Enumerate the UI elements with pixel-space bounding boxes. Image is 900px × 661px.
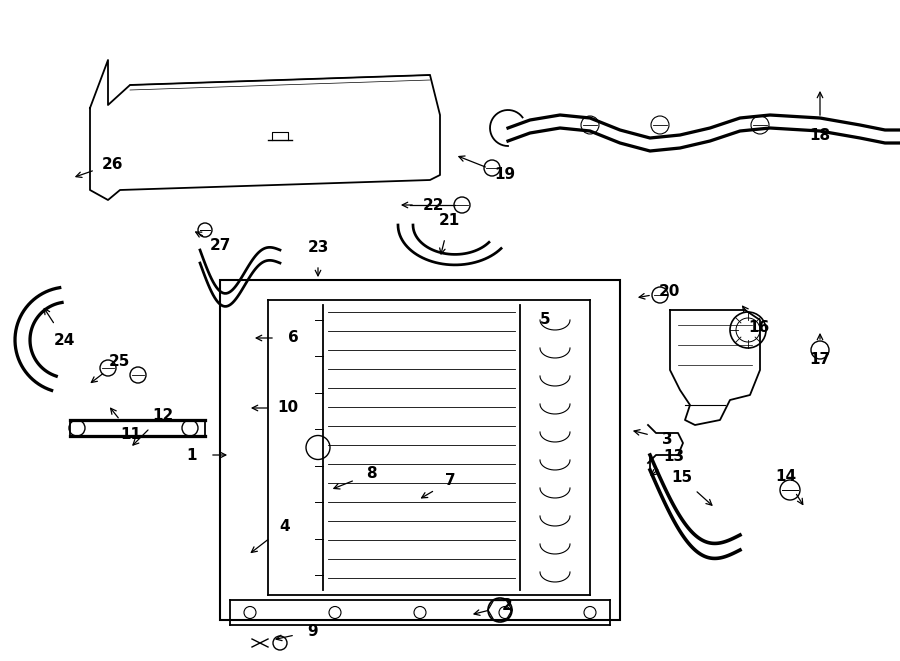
Text: 25: 25 — [109, 354, 130, 369]
Text: 3: 3 — [662, 432, 673, 447]
Text: 22: 22 — [422, 198, 444, 212]
Text: 8: 8 — [366, 466, 377, 481]
Text: 5: 5 — [540, 313, 550, 327]
Text: 20: 20 — [659, 284, 680, 299]
Text: 15: 15 — [671, 471, 692, 485]
Text: 13: 13 — [663, 449, 684, 464]
Text: 2: 2 — [502, 598, 513, 613]
Text: 9: 9 — [307, 624, 318, 639]
Text: 10: 10 — [277, 401, 299, 416]
Text: 7: 7 — [446, 473, 455, 488]
Text: 18: 18 — [809, 128, 831, 143]
Text: 21: 21 — [438, 213, 460, 228]
Bar — [220, 280, 620, 620]
Text: 19: 19 — [494, 167, 516, 182]
Text: 4: 4 — [279, 520, 290, 535]
Text: 26: 26 — [102, 157, 122, 172]
Text: 12: 12 — [152, 408, 174, 423]
Text: 6: 6 — [288, 330, 299, 346]
Text: 17: 17 — [809, 352, 831, 368]
Text: 1: 1 — [187, 447, 197, 463]
Text: 11: 11 — [121, 426, 141, 442]
Text: 27: 27 — [211, 238, 231, 253]
Text: 16: 16 — [749, 319, 770, 334]
Text: 14: 14 — [775, 469, 796, 485]
Text: 23: 23 — [307, 239, 328, 254]
Text: 24: 24 — [54, 332, 76, 348]
